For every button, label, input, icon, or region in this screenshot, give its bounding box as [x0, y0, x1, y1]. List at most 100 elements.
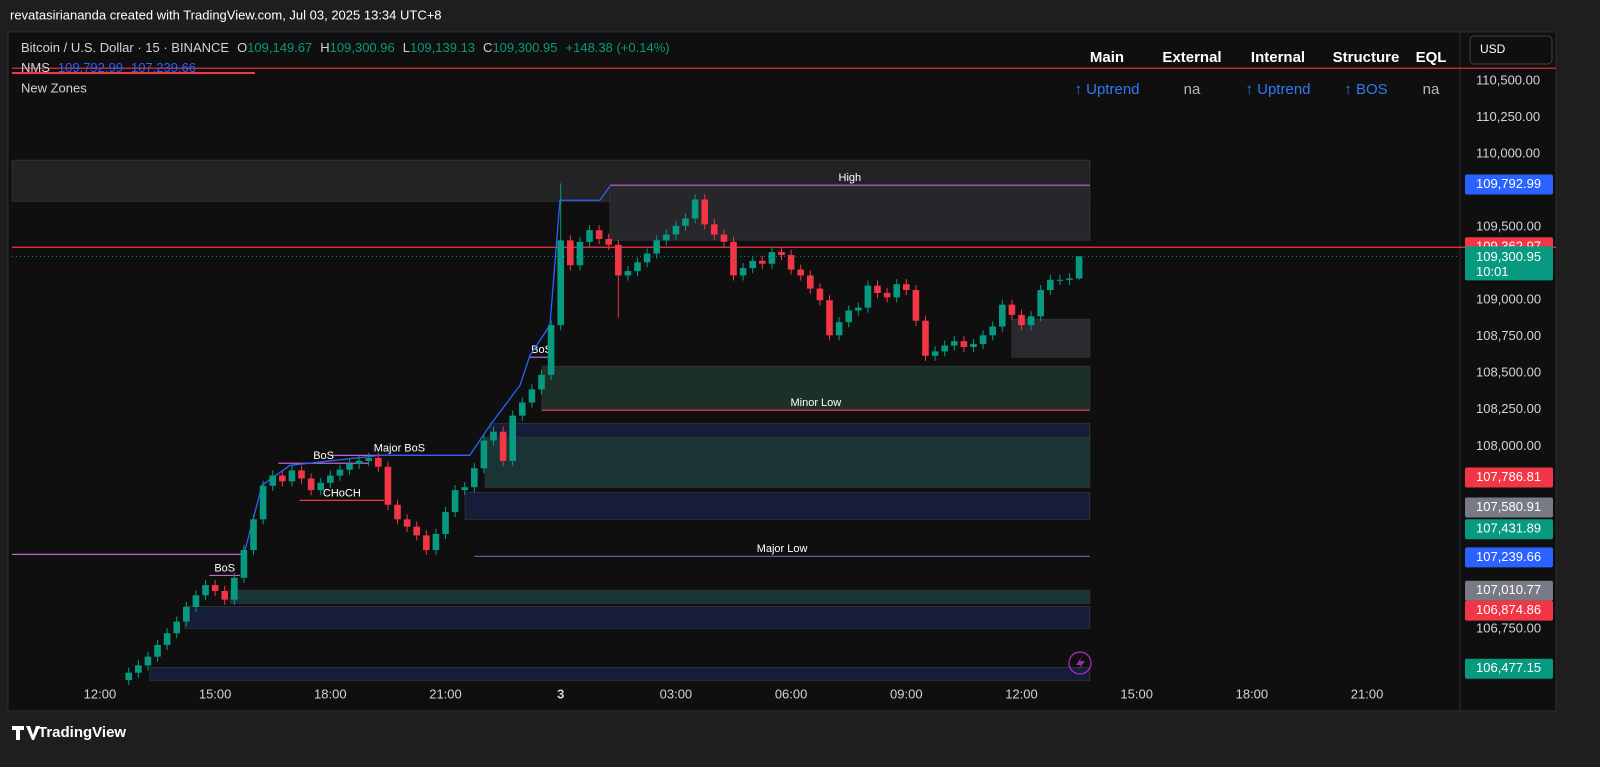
candle-body	[845, 310, 852, 323]
candle-body	[355, 460, 363, 464]
candle-body	[288, 470, 296, 482]
price-badge-label: 109,792.99	[1476, 176, 1541, 191]
y-tick-label: 108,750.00	[1476, 328, 1541, 343]
candle-body	[509, 415, 517, 461]
candle-body	[701, 199, 709, 225]
candle-body	[557, 240, 565, 326]
price-badge-label: 107,010.77	[1476, 582, 1541, 597]
candle-body	[125, 672, 133, 680]
structure-label: Major BoS	[374, 442, 425, 454]
logo	[12, 726, 40, 740]
candle-body	[173, 621, 181, 634]
table-cell: ↑ Uptrend	[1245, 81, 1310, 98]
indicator-row: NMS 109,792.99 107,239.66	[21, 60, 196, 75]
table-header: External	[1162, 49, 1221, 66]
zone	[609, 185, 1091, 241]
structure-label: CHoCH	[323, 487, 361, 499]
candle-body	[1056, 279, 1064, 281]
candle-body	[854, 307, 862, 311]
candle-body	[346, 463, 353, 470]
x-tick-label: 15:00	[1120, 686, 1153, 701]
x-tick-label: 21:00	[429, 686, 462, 701]
candle-body	[663, 234, 670, 241]
candle-body	[1066, 278, 1073, 280]
table-cell: ↑ BOS	[1344, 81, 1387, 98]
countdown: 10:01	[1476, 264, 1509, 279]
candle-body	[730, 241, 737, 276]
candle-body	[682, 218, 689, 226]
currency[interactable]: USD	[1480, 42, 1506, 56]
x-tick-label: 15:00	[199, 686, 232, 701]
zone	[484, 436, 1091, 488]
candle-body	[720, 234, 728, 242]
price-badge-label: 107,580.91	[1476, 499, 1541, 514]
candle-body	[279, 475, 286, 482]
alert-icon[interactable]	[1068, 651, 1092, 675]
candle-body	[547, 325, 555, 375]
candle-body	[595, 230, 603, 239]
candle-body	[1046, 279, 1054, 291]
candle-body	[874, 285, 881, 293]
price-badge	[1465, 519, 1553, 540]
alert-bolt	[1076, 656, 1085, 671]
indicator-value: 107,239.66	[131, 60, 196, 75]
ohlc-value: 109,300.96	[330, 40, 395, 55]
candle-body	[1008, 304, 1016, 315]
structure-label: High	[839, 172, 862, 184]
candle-body	[1027, 316, 1035, 326]
candle-body	[989, 326, 996, 336]
price-badge	[1465, 174, 1553, 195]
candle-body	[826, 300, 833, 336]
y-tick-label: 108,000.00	[1476, 438, 1541, 453]
candle-body	[586, 230, 593, 242]
ohlc-value: 109,300.95	[492, 40, 557, 55]
candle-body	[1075, 256, 1083, 279]
candle-body	[749, 260, 757, 269]
candle-body	[807, 275, 814, 289]
candle-body	[135, 665, 142, 673]
candle-body	[711, 224, 718, 235]
candle-body	[797, 269, 805, 276]
zone	[464, 491, 1091, 520]
price-badge	[1465, 467, 1553, 488]
candle-body	[192, 595, 200, 607]
structure-label: Minor Low	[790, 397, 841, 409]
candle-body	[375, 458, 382, 467]
x-tick-label: 03:00	[660, 686, 693, 701]
zone	[1011, 318, 1091, 358]
candle-body	[442, 512, 449, 534]
currency-button[interactable]	[1469, 35, 1553, 65]
candle-body	[576, 241, 584, 266]
candle-body	[423, 535, 430, 551]
trail-line	[244, 185, 611, 551]
candle-body	[480, 440, 488, 469]
candle-body	[269, 475, 277, 486]
candle-body	[922, 320, 929, 356]
candle-body	[950, 341, 958, 346]
table-header: Structure	[1333, 49, 1400, 66]
candle-body	[499, 431, 507, 461]
change: +148.38 (+0.14%)	[566, 40, 670, 55]
candle-body	[298, 470, 305, 479]
candle-body	[883, 292, 891, 298]
x-tick-label: 18:00	[314, 686, 347, 701]
candle-body	[154, 644, 161, 657]
footer-brand: TradingView	[38, 724, 126, 741]
candle-body	[240, 550, 248, 578]
candle-body	[413, 526, 421, 536]
price-badge	[1465, 600, 1553, 621]
ohlc-key: C	[483, 40, 492, 55]
symbol: Bitcoin / U.S. Dollar · 15 · BINANCE	[21, 40, 229, 55]
price-axis: 110,500.00 110,250.00 110,000.00 109,500.00…	[1465, 73, 1553, 679]
last-price-badge	[1465, 246, 1553, 281]
zone	[489, 422, 1091, 438]
candle-body	[394, 504, 401, 520]
candle-body	[567, 240, 574, 266]
ohlc-key: L	[403, 40, 410, 55]
candle-body	[202, 585, 209, 596]
zone	[184, 605, 1091, 629]
candle-body	[144, 656, 152, 666]
candle-body	[250, 519, 257, 551]
table-header: EQL	[1416, 49, 1447, 66]
